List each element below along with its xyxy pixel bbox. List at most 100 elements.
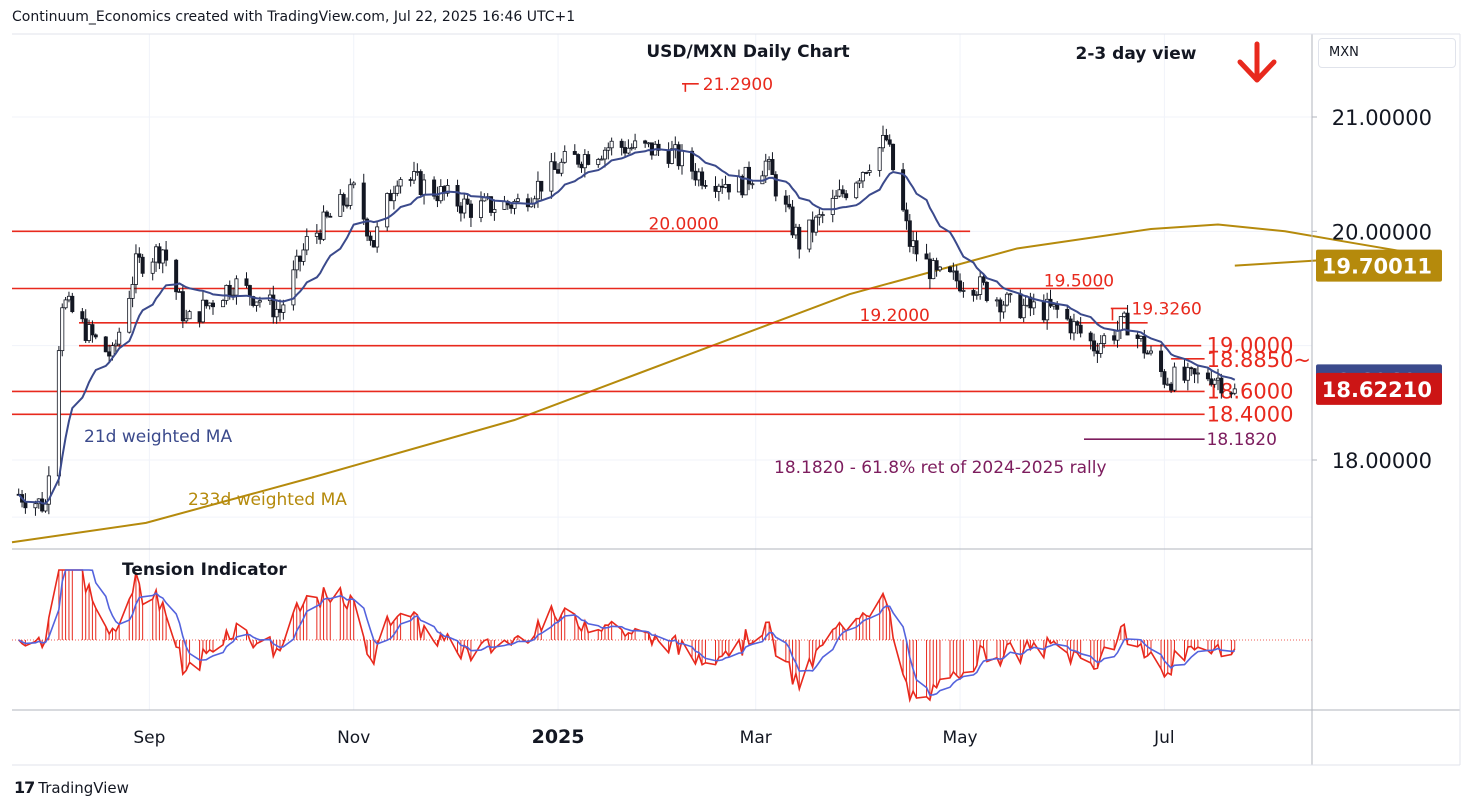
candle-body xyxy=(576,154,581,165)
candle-body xyxy=(70,295,75,313)
tradingview-brand[interactable]: 17 TradingView xyxy=(14,778,129,797)
candle-body xyxy=(1165,383,1170,386)
candle-body xyxy=(673,144,678,150)
candle-body xyxy=(1078,324,1083,334)
candle-body xyxy=(860,172,865,182)
candle-body xyxy=(80,311,85,320)
candle-body xyxy=(1041,301,1046,321)
candle-body xyxy=(465,198,470,205)
candle-body xyxy=(1205,372,1210,380)
candle-body xyxy=(133,253,138,285)
candle-body xyxy=(767,159,772,162)
time-tick-label: Sep xyxy=(133,728,165,748)
candle-body xyxy=(435,195,440,202)
candle-body xyxy=(304,236,309,251)
candle-body xyxy=(586,154,591,165)
candle-body xyxy=(244,278,249,286)
candle-body xyxy=(606,147,611,151)
candle-body xyxy=(515,198,520,202)
candle-body xyxy=(1118,316,1123,331)
candle-body xyxy=(747,166,752,185)
candle-body xyxy=(512,201,517,209)
candle-body xyxy=(633,140,638,149)
currency-selector[interactable]: MXN xyxy=(1318,38,1456,68)
candle-body xyxy=(388,193,393,202)
level-label: 19.2000 xyxy=(860,306,930,326)
candle-body xyxy=(978,276,983,295)
candle-body xyxy=(773,174,778,197)
candle-body xyxy=(254,301,259,306)
candle-body xyxy=(341,194,346,206)
candle-body xyxy=(676,144,681,167)
level-label: 18.8850~ xyxy=(1207,348,1311,372)
candle-body xyxy=(385,193,390,228)
time-tick-label: May xyxy=(942,728,977,748)
candle-body xyxy=(502,201,507,210)
candle-body xyxy=(1095,350,1100,354)
candle-body xyxy=(274,308,279,318)
time-tick-label: 2025 xyxy=(532,726,585,748)
candle-body xyxy=(177,291,182,293)
fib-annotation: 18.1820 - 61.8% ret of 2024-2025 rally xyxy=(774,458,1107,478)
candle-body xyxy=(579,163,584,169)
candle-body xyxy=(398,179,403,187)
candle-body xyxy=(1092,340,1097,352)
candle-body xyxy=(783,195,788,205)
tension-layer xyxy=(12,569,1312,704)
time-axis[interactable]: Sep Nov 2025 Mar May Jul xyxy=(133,726,1174,748)
candle-body xyxy=(418,171,423,195)
price-axis[interactable]: 21.0000020.0000018.0000019.7001118.69694… xyxy=(1312,106,1442,473)
price-tag-0: 19.70011 xyxy=(1316,249,1442,282)
candle-body xyxy=(1192,368,1197,375)
candle-body xyxy=(415,171,420,173)
candle-body xyxy=(344,204,349,207)
candle-body xyxy=(981,276,986,283)
candle-body xyxy=(204,299,209,307)
candle-body xyxy=(867,170,872,173)
candle-body xyxy=(891,143,896,171)
wma21-line xyxy=(17,148,1236,505)
candle-body xyxy=(43,503,48,512)
candle-body xyxy=(693,170,698,181)
tension-signal-line xyxy=(18,569,1235,696)
level-label: 20.0000 xyxy=(649,214,719,234)
candle-body xyxy=(790,206,795,236)
candle-body xyxy=(127,297,132,333)
candle-body xyxy=(596,159,601,165)
candle-body xyxy=(770,159,775,175)
candle-body xyxy=(1182,366,1187,381)
candle-body xyxy=(763,160,768,177)
candle-body xyxy=(298,255,303,262)
candle-body xyxy=(619,140,624,148)
candle-body xyxy=(361,182,366,220)
candle-body xyxy=(609,140,614,149)
candle-body xyxy=(807,219,812,250)
candle-body xyxy=(234,278,239,296)
price-tick-label: 21.00000 xyxy=(1332,106,1432,130)
candle-body xyxy=(1051,304,1056,307)
candle-body xyxy=(291,269,296,306)
candle-body xyxy=(713,185,718,192)
candle-body xyxy=(154,246,159,263)
candle-body xyxy=(837,189,842,197)
candle-body xyxy=(371,240,376,248)
candle-body xyxy=(1149,350,1154,354)
candle-body xyxy=(666,149,671,164)
view-label: 2-3 day view xyxy=(1076,44,1197,64)
candle-body xyxy=(1172,366,1177,391)
level-label: 18.1820 xyxy=(1207,430,1277,450)
candle-body xyxy=(549,161,554,192)
candle-body xyxy=(318,232,323,240)
candle-body xyxy=(700,171,705,186)
candle-body xyxy=(247,285,252,297)
candle-body xyxy=(810,219,815,233)
candle-body xyxy=(623,147,628,154)
candle-body xyxy=(720,185,725,188)
candle-body xyxy=(696,171,701,181)
candle-body xyxy=(281,304,286,313)
wma233-line xyxy=(11,223,1420,544)
candle-body xyxy=(1169,383,1174,391)
candle-body xyxy=(1138,335,1143,339)
candle-body xyxy=(857,180,862,184)
